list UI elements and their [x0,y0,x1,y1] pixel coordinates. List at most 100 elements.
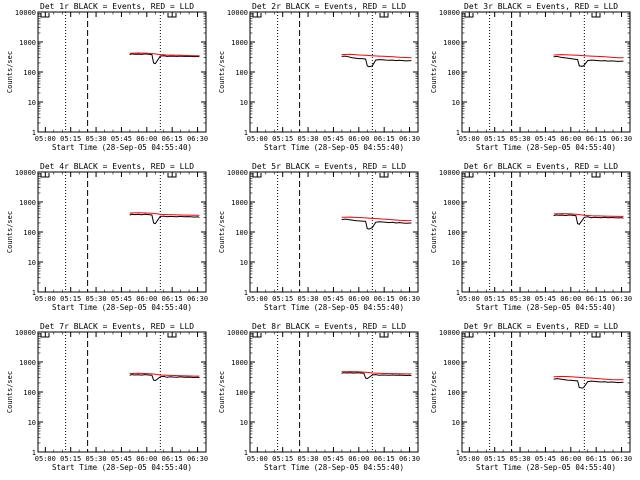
x-tick-label: 06:30 [399,295,420,303]
data-point [405,373,407,375]
x-axis-label: Start Time (28-Sep-05 04:55:40) [264,303,404,312]
data-point [166,54,168,56]
data-point [399,222,400,224]
plot-frame [37,171,207,293]
x-tick-label: 05:15 [272,295,293,303]
x-axis-label: Start Time (28-Sep-05 04:55:40) [264,143,404,152]
data-point [166,374,168,376]
x-axis-label: Start Time (28-Sep-05 04:55:40) [476,463,616,472]
data-point [402,222,404,224]
series-line-lld [129,372,200,377]
data-point [193,375,195,377]
data-point [193,214,195,216]
data-point [148,374,149,376]
data-point [129,214,131,216]
data-point [361,220,363,222]
x-tick-label: 05:45 [323,455,344,463]
data-point [154,223,156,225]
data-point [597,381,599,383]
data-point [607,60,609,62]
data-point [173,216,175,218]
chart-panel: Det 2r BLACK = Events, RED = LLD 1 10 100 10… [218,2,420,152]
data-point [170,55,171,57]
data-point [137,372,139,374]
data-point [617,216,619,217]
y-tick-label: 1 [456,289,460,297]
data-point [371,374,373,376]
data-point [365,58,366,60]
chart-title: Det 4r BLACK = Events, RED = LLD [40,162,194,171]
data-point [405,220,407,222]
data-point [375,221,377,223]
data-point [392,59,393,61]
x-tick-label: 06:30 [187,295,208,303]
data-point [583,216,585,218]
data-point [187,376,188,378]
data-point [198,377,200,379]
data-point [553,54,555,56]
chart-panel: Det 3r BLACK = Events, RED = LLD 1 10 100 10… [430,2,632,152]
data-point [594,216,595,218]
data-point [582,65,583,67]
data-point [173,376,175,378]
data-point [180,376,182,378]
data-point [371,227,373,229]
data-point [590,55,592,57]
data-point [363,371,365,373]
data-point [553,56,555,58]
data-point [385,56,387,57]
data-point [402,374,404,376]
data-point [159,376,161,378]
plot-frame [461,171,631,293]
data-point [180,375,182,377]
chart-panel: Det 8r BLACK = Events, RED = LLD 1 10 100 10… [218,322,420,472]
data-point [378,59,380,60]
data-point [159,216,161,217]
data-point [365,377,366,379]
x-tick-label: 05:15 [484,135,505,143]
data-point [344,218,346,220]
data-point [197,376,198,378]
data-point [141,374,143,376]
y-tick-label: 100 [447,389,460,397]
data-point [388,59,390,61]
y-tick-label: 1000 [231,199,248,207]
data-point [611,379,612,380]
y-tick-label: 10000 [439,9,460,17]
x-tick-label: 05:15 [272,135,293,143]
data-point [137,214,139,215]
data-point [617,57,619,59]
x-tick-label: 06:00 [560,295,581,303]
data-point [365,221,366,222]
data-point [611,217,612,218]
data-point [572,214,573,216]
data-point [604,56,605,58]
x-tick-label: 05:45 [111,135,132,143]
y-tick-label: 1000 [19,359,36,367]
x-tick-label: 06:00 [136,135,157,143]
y-tick-label: 1 [244,449,248,457]
y-axis-label: Counts/sec [6,371,14,413]
y-axis-label: Counts/sec [6,211,14,253]
y-tick-label: 10 [452,419,460,427]
y-tick-label: 1 [456,129,460,137]
data-point [587,381,589,383]
data-point [173,54,175,56]
data-point [180,214,182,216]
data-point [578,65,580,67]
data-point [129,54,131,55]
data-point [173,375,175,376]
x-tick-label: 06:15 [586,295,607,303]
data-point [344,55,346,57]
y-tick-label: 10 [28,99,36,107]
y-tick-label: 10000 [15,329,36,337]
data-point [187,375,188,377]
x-tick-label: 05:15 [484,295,505,303]
data-point [611,60,612,62]
data-point [170,376,171,378]
x-tick-label: 05:30 [298,135,319,143]
data-point [151,54,153,55]
chart-panel: Det 1r BLACK = Events, RED = LLD 1 10 100 10… [6,2,208,152]
data-point [399,374,400,376]
